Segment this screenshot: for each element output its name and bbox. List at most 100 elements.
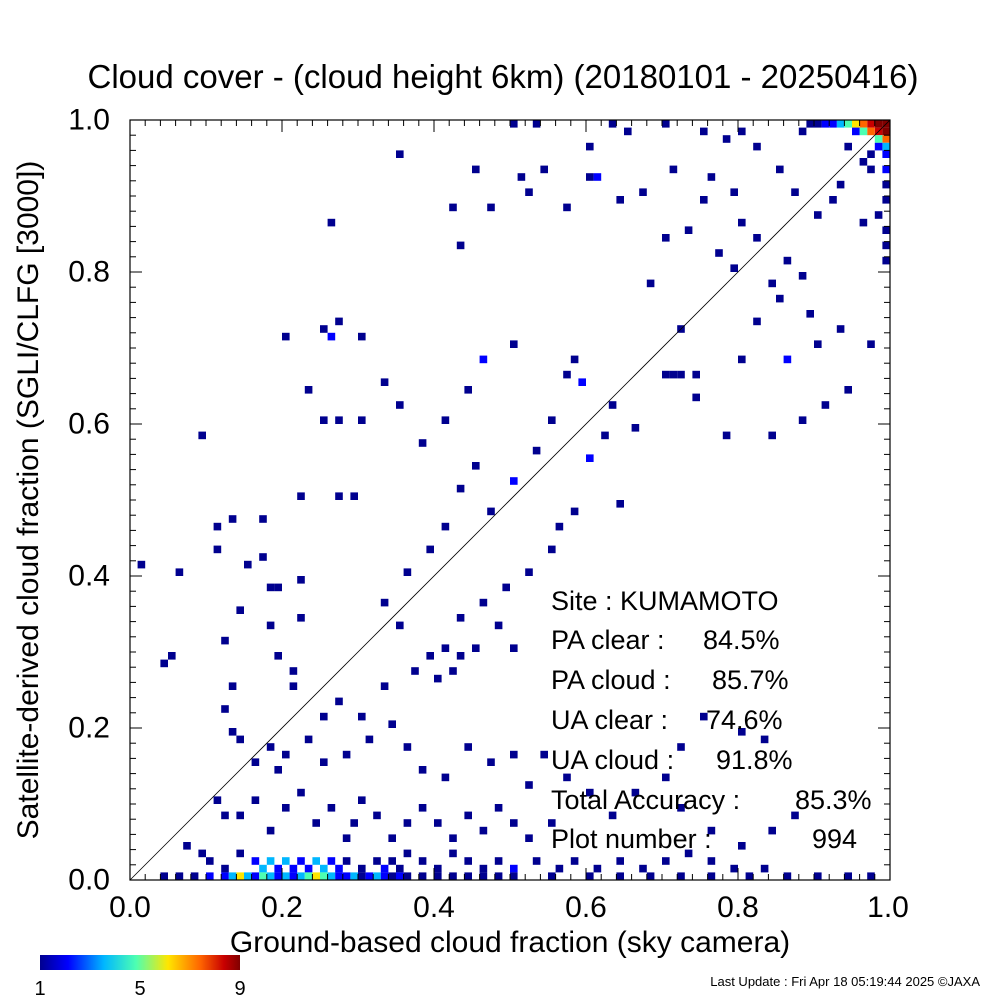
y-tick-label: 0.0 — [68, 864, 110, 897]
heatmap-cell — [304, 735, 313, 744]
heatmap-cell — [715, 249, 723, 257]
heatmap-cell — [753, 317, 761, 326]
heatmap-cell — [449, 849, 457, 858]
heatmap-cell — [327, 332, 336, 341]
heatmap-cell — [312, 819, 320, 827]
heatmap-cell — [548, 872, 556, 880]
heatmap-cell — [677, 872, 685, 880]
heatmap-cell — [464, 743, 472, 751]
heatmap-cell — [304, 864, 313, 873]
heatmap-cell — [373, 857, 381, 865]
heatmap-cell — [380, 682, 389, 690]
heatmap-cell — [730, 264, 738, 272]
heatmap-cell — [327, 218, 336, 227]
heatmap-cell — [631, 424, 640, 432]
heatmap-cell — [418, 766, 427, 774]
stats-pa-clear: PA clear :84.5% — [551, 625, 780, 655]
heatmap-cell — [684, 226, 693, 234]
heatmap-cell — [776, 294, 784, 303]
heatmap-cell — [464, 872, 472, 880]
heatmap-cell — [335, 864, 343, 873]
heatmap-cell — [753, 142, 761, 151]
chart-title: Cloud cover - (cloud height 6km) (201801… — [88, 58, 919, 95]
heatmap-cell — [738, 728, 746, 736]
heatmap-cell — [228, 872, 237, 880]
heatmap-cell — [289, 682, 298, 690]
heatmap-cell — [456, 614, 465, 622]
heatmap-cell — [882, 165, 890, 174]
heatmap-cell — [388, 834, 396, 842]
heatmap-cell — [479, 355, 488, 364]
heatmap-cell — [586, 173, 594, 181]
heatmap-cell — [882, 142, 890, 151]
heatmap-cell — [282, 804, 290, 812]
stats-total-accuracy: Total Accuracy :85.3% — [551, 785, 872, 815]
heatmap-cell — [859, 158, 868, 166]
heatmap-cell — [738, 218, 746, 227]
heatmap-cell — [867, 120, 875, 128]
heatmap-cell — [616, 872, 624, 880]
heatmap-cell — [221, 864, 229, 873]
heatmap-cells — [137, 120, 890, 880]
heatmap-cell — [213, 522, 222, 531]
heatmap-cell — [882, 196, 890, 204]
heatmap-cell — [434, 819, 442, 827]
heatmap-cell — [228, 682, 237, 690]
y-tick-label: 0.4 — [68, 560, 110, 593]
heatmap-cell — [358, 712, 366, 721]
heatmap-cell — [586, 788, 594, 797]
heatmap-cell — [266, 857, 275, 865]
heatmap-cell — [244, 872, 252, 880]
heatmap-cell — [190, 872, 199, 880]
x-tick-label: 1.0 — [867, 891, 909, 924]
heatmap-cell — [350, 819, 358, 827]
heatmap-cell — [297, 857, 305, 865]
stats-pa-cloud: PA cloud :85.7% — [551, 665, 789, 695]
heatmap-cell — [274, 864, 282, 873]
heatmap-cell — [532, 120, 541, 128]
heatmap-cell — [867, 872, 875, 880]
heatmap-cell — [320, 712, 328, 721]
x-tick-label: 0.0 — [109, 891, 151, 924]
heatmap-cell — [616, 857, 624, 865]
heatmap-cell — [760, 864, 769, 873]
heatmap-cell — [266, 872, 275, 880]
diagonal-reference-line — [129, 119, 891, 881]
heatmap-cell — [783, 355, 792, 364]
heatmap-cell — [639, 188, 647, 196]
heatmap-cell — [624, 127, 632, 136]
heatmap-cell — [320, 416, 328, 424]
heatmap-cell — [829, 120, 837, 128]
heatmap-cell — [722, 431, 731, 440]
heatmap-cell — [388, 857, 396, 865]
heatmap-cell — [494, 621, 503, 630]
y-tick-label: 0.8 — [68, 256, 110, 289]
heatmap-cell — [282, 872, 290, 880]
heatmap-cell — [510, 819, 518, 827]
heatmap-cell — [662, 120, 670, 128]
heatmap-cell — [479, 864, 488, 873]
heatmap-cell — [768, 279, 776, 288]
heatmap-cell — [388, 720, 396, 728]
heatmap-cell — [662, 773, 670, 782]
heatmap-cell — [707, 857, 716, 865]
heatmap-cell — [836, 180, 845, 189]
heatmap-cell — [700, 712, 708, 721]
heatmap-cell — [874, 135, 883, 143]
colorbar-label-mid: 5 — [134, 978, 145, 1000]
heatmap-cell — [327, 804, 336, 812]
stats-ua-clear: UA clear :74.6% — [551, 705, 783, 735]
heatmap-cell — [510, 340, 518, 348]
heatmap-cell — [798, 127, 807, 136]
heatmap-cell — [312, 872, 320, 880]
heatmap-cell — [358, 332, 366, 341]
heatmap-cell — [396, 150, 404, 158]
heatmap-cell — [844, 386, 852, 394]
heatmap-cell — [608, 120, 617, 128]
heatmap-cell — [365, 872, 374, 880]
heatmap-cell — [266, 621, 275, 630]
heatmap-cell — [282, 750, 290, 759]
heatmap-cell — [426, 545, 434, 554]
heatmap-cell — [639, 864, 647, 873]
